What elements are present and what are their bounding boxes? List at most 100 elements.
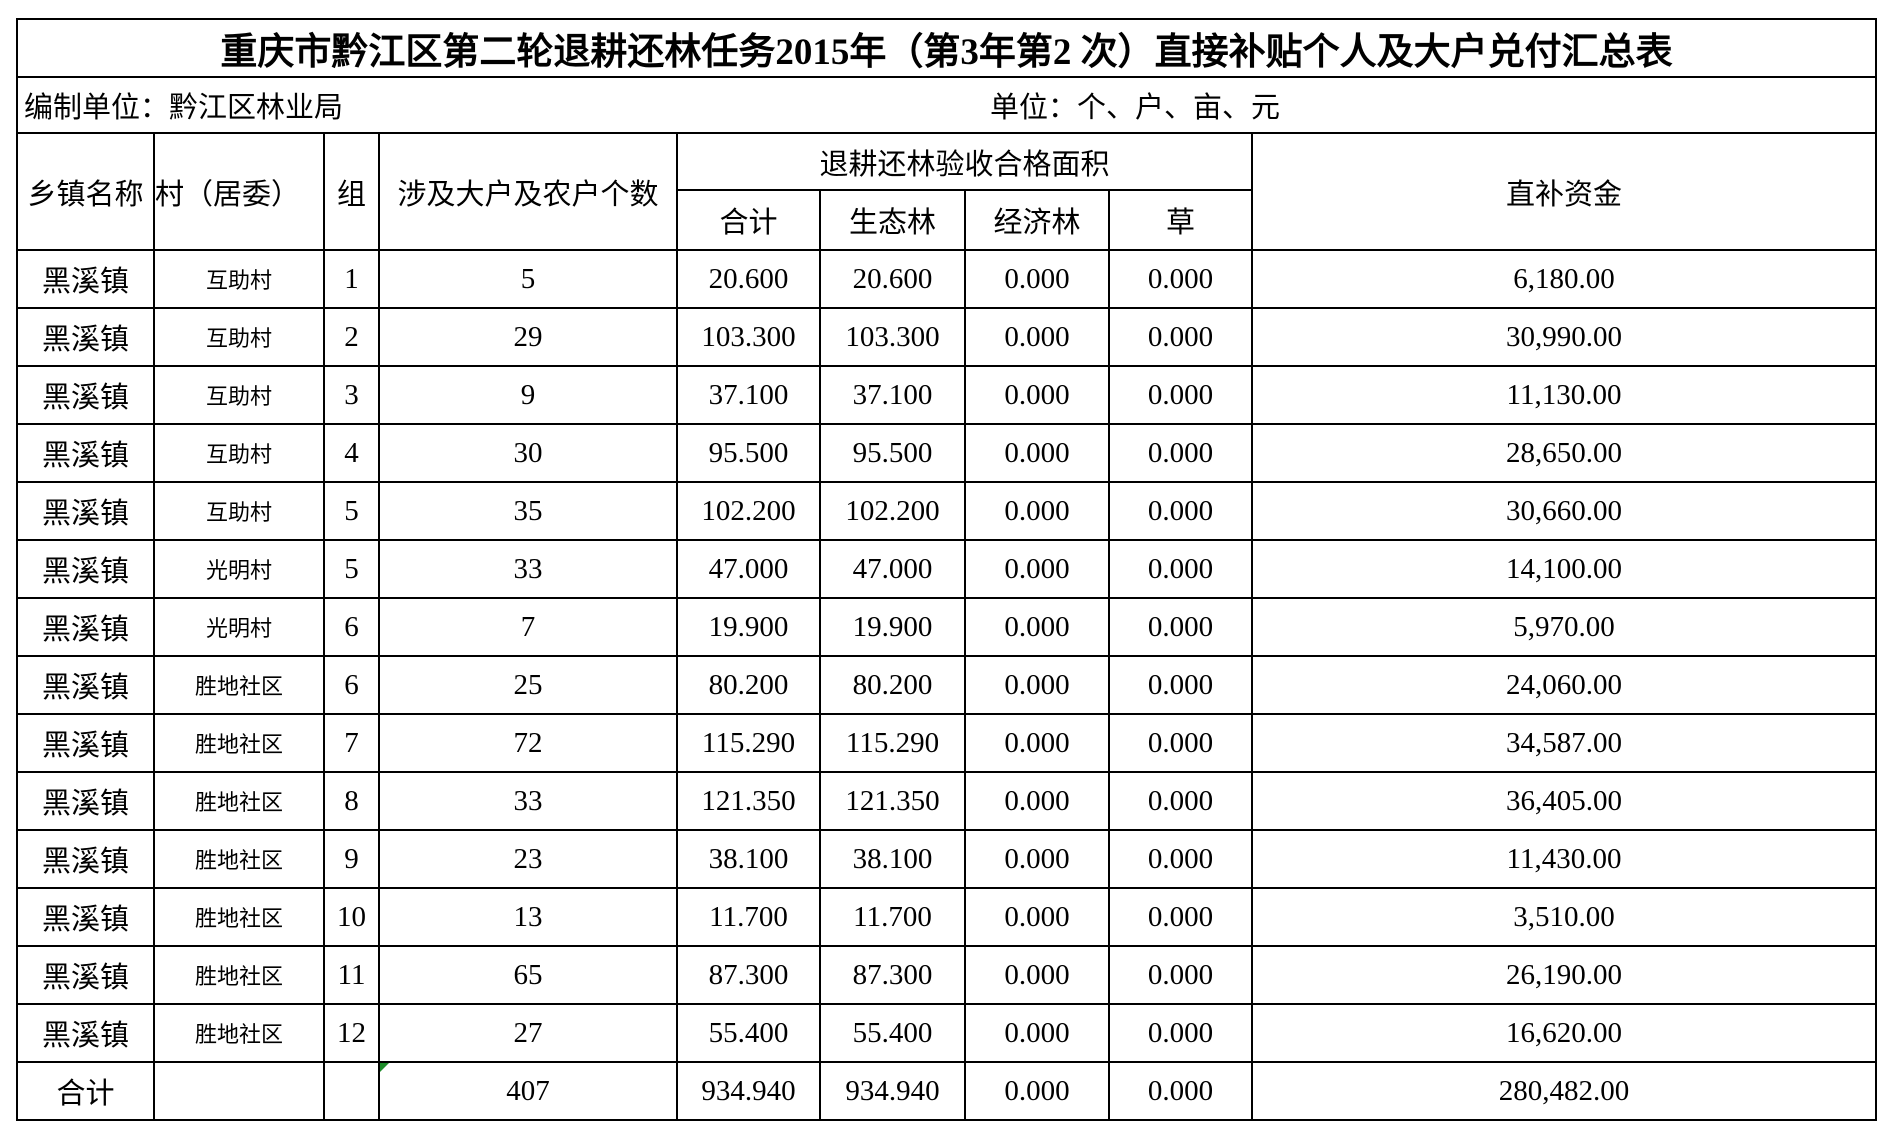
cell-econ-text: 0.000 [1004,1016,1070,1049]
cell-grass: 0.000 [1108,771,1253,831]
cell-households-text: 407 [506,1074,550,1107]
cell-village-text: 互助村 [205,268,272,293]
cell-econ: 0.000 [964,249,1110,309]
cell-total: 80.200 [676,655,821,715]
cell-grass-text: 0.000 [1147,1016,1214,1049]
cell-econ-text: 0.000 [1004,726,1070,759]
cell-funds-text: 11,130.00 [1506,378,1622,411]
cell-group: 6 [323,597,380,657]
header-grass: 草 [1108,189,1253,251]
cell-econ: 0.000 [964,945,1110,1005]
cell-town-text: 黑溪镇 [41,440,129,472]
cell-total-text: 37.100 [708,378,789,411]
cell-funds-text: 3,510.00 [1513,900,1615,933]
cell-village: 胜地社区 [153,945,325,1005]
cell-town-text: 黑溪镇 [41,1020,129,1052]
header-area-group: 退耕还林验收合格面积 [676,132,1253,191]
table-row: 黑溪镇 互助村 4 30 95.500 95.500 0.000 0.000 28,650.00 [16,423,1878,483]
cell-group: 11 [323,945,380,1005]
cell-total-text: 102.200 [701,494,796,527]
cell-total: 934.940 [676,1061,821,1121]
cell-group: 2 [323,307,380,367]
cell-eco: 934.940 [819,1061,966,1121]
cell-total: 121.350 [676,771,821,831]
cell-eco: 103.300 [819,307,966,367]
cell-group: 3 [323,365,380,425]
cell-eco-text: 11.700 [853,900,932,933]
cell-total: 115.290 [676,713,821,773]
error-indicator-icon[interactable] [381,1064,389,1072]
cell-town-text: 黑溪镇 [41,730,129,762]
cell-total: 47.000 [676,539,821,599]
cell-village-text: 光明村 [205,616,272,641]
header-village: 村（居委） [153,132,325,251]
cell-econ-text: 0.000 [1004,784,1070,817]
cell-households-text: 29 [513,320,543,353]
cell-eco-text: 934.940 [845,1074,940,1107]
cell-households-text: 25 [513,668,543,701]
cell-households: 27 [378,1003,678,1063]
cell-econ: 0.000 [964,1061,1110,1121]
table-row: 黑溪镇 胜地社区 8 33 121.350 121.350 0.000 0.000 36,405… [16,771,1878,831]
table-row: 黑溪镇 胜地社区 12 27 55.400 55.400 0.000 0.000 16,620.… [16,1003,1878,1063]
cell-town: 黑溪镇 [16,539,155,599]
cell-town-text: 黑溪镇 [41,672,129,704]
org-label: 编制单位：黔江区林业局 [16,76,820,134]
cell-eco-text: 87.300 [852,958,933,991]
summary-table: 重庆市黔江区第二轮退耕还林任务2015年（第3年第2 次）直接补贴个人及大户兑付… [15,18,1878,1121]
cell-group: 8 [323,771,380,831]
cell-group: 5 [323,539,380,599]
cell-group: 7 [323,713,380,773]
cell-eco-text: 80.200 [852,668,933,701]
cell-total: 95.500 [676,423,821,483]
cell-econ: 0.000 [964,887,1110,947]
cell-town-text: 黑溪镇 [41,614,129,646]
cell-eco: 102.200 [819,481,966,541]
header-town: 乡镇名称 [16,132,155,251]
cell-grass: 0.000 [1108,481,1253,541]
cell-eco-text: 47.000 [852,552,933,585]
cell-funds-text: 11,430.00 [1506,842,1622,875]
cell-grass: 0.000 [1108,423,1253,483]
cell-eco-text: 115.290 [845,726,940,759]
cell-econ-text: 0.000 [1004,436,1070,469]
cell-village: 胜地社区 [153,655,325,715]
cell-econ: 0.000 [964,771,1110,831]
cell-households: 30 [378,423,678,483]
cell-village-text: 胜地社区 [194,848,283,873]
cell-funds: 28,650.00 [1250,423,1878,483]
cell-group: 5 [323,481,380,541]
cell-econ-text: 0.000 [1004,610,1070,643]
cell-total-text: 80.200 [708,668,789,701]
cell-grass: 0.000 [1108,655,1253,715]
cell-households-text: 27 [513,1016,543,1049]
cell-households-text: 72 [513,726,543,759]
cell-group: 10 [323,887,380,947]
cell-eco: 87.300 [819,945,966,1005]
cell-town-text: 黑溪镇 [41,324,129,356]
cell-funds: 26,190.00 [1250,945,1878,1005]
cell-town-text: 黑溪镇 [41,962,129,994]
cell-grass-text: 0.000 [1147,784,1214,817]
cell-households: 33 [378,539,678,599]
cell-group-text: 4 [344,436,359,469]
cell-town: 黑溪镇 [16,945,155,1005]
cell-eco: 38.100 [819,829,966,889]
cell-town: 黑溪镇 [16,887,155,947]
cell-village-text: 互助村 [205,442,272,467]
cell-funds: 6,180.00 [1250,249,1878,309]
cell-grass-text: 0.000 [1147,842,1214,875]
cell-eco: 115.290 [819,713,966,773]
cell-households: 23 [378,829,678,889]
header-total: 合计 [676,189,821,251]
cell-total-text: 20.600 [708,262,789,295]
cell-eco: 37.100 [819,365,966,425]
cell-total-text: 87.300 [708,958,789,991]
cell-funds: 5,970.00 [1250,597,1878,657]
cell-grass-text: 0.000 [1147,610,1214,643]
cell-econ-text: 0.000 [1004,900,1070,933]
cell-grass-text: 0.000 [1147,494,1214,527]
cell-funds-text: 34,587.00 [1506,726,1623,759]
cell-group-text: 3 [344,378,359,411]
cell-econ: 0.000 [964,539,1110,599]
